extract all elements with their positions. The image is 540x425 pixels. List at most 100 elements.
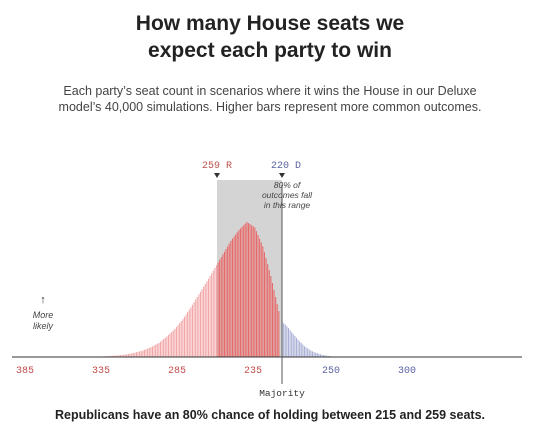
republican-bar [252, 226, 254, 357]
republican-bar [127, 353, 129, 357]
democrat-bar [313, 352, 315, 357]
range-note-line: outcomes fall [262, 190, 313, 200]
republican-bar [134, 352, 136, 357]
republican-bar [116, 355, 118, 357]
republican-bar [131, 353, 133, 357]
republican-bar [268, 270, 270, 357]
democrat-bar [318, 353, 320, 357]
republican-bar [235, 234, 237, 357]
republican-bar [236, 232, 238, 357]
republican-bar [260, 242, 262, 357]
republican-bar [163, 339, 165, 357]
republican-bar [198, 294, 200, 357]
republican-bar [199, 291, 201, 357]
range-note-line: in this range [264, 200, 311, 210]
republican-bar [142, 350, 144, 357]
democrat-bar [297, 339, 299, 357]
democrat-bar [321, 354, 323, 357]
republican-bar [111, 355, 113, 357]
range-low-marker [214, 173, 220, 178]
range-high-marker [279, 173, 285, 178]
republican-bar [211, 273, 213, 357]
republican-bar [214, 267, 216, 357]
x-tick-label: 335 [92, 366, 110, 377]
republican-bar [246, 222, 248, 357]
x-tick-label: 300 [398, 366, 416, 377]
republican-bar [243, 225, 245, 357]
democrat-bar [324, 355, 326, 357]
republican-bar [185, 314, 187, 357]
democrat-bar [323, 355, 325, 357]
more-likely-label-1: More [33, 310, 54, 320]
republican-bar [239, 228, 241, 357]
majority-label: Majority [259, 388, 305, 399]
democrat-bar [315, 352, 317, 357]
republican-bar [217, 262, 219, 357]
republican-bar [180, 321, 182, 357]
republican-bar [228, 243, 230, 357]
republican-bar [219, 259, 221, 357]
republican-bar [140, 350, 142, 357]
more-likely-arrow: ↑ [40, 294, 46, 306]
republican-bar [153, 345, 155, 357]
democrat-bar [310, 350, 312, 357]
republican-bar [267, 264, 269, 357]
republican-bar [251, 225, 253, 357]
republican-bar [164, 337, 166, 357]
republican-bar [203, 286, 205, 357]
republican-bar [193, 302, 195, 357]
republican-bar [220, 257, 222, 357]
republican-bar [191, 304, 193, 357]
democrat-bar [311, 351, 313, 357]
republican-bar [227, 246, 229, 357]
chart-title: How many House seats we expect each part… [0, 10, 540, 64]
republican-bar [230, 240, 232, 357]
chart-subtitle: Each party’s seat count in scenarios whe… [58, 84, 482, 114]
republican-bar [195, 299, 197, 357]
republican-bar [249, 224, 251, 357]
republican-bar [179, 323, 181, 357]
republican-bar [159, 341, 161, 357]
republican-bar [166, 336, 168, 357]
republican-bar [257, 234, 259, 357]
republican-bar [155, 344, 157, 357]
republican-bar [278, 311, 280, 357]
republican-bar [148, 347, 150, 357]
republican-bar [145, 349, 147, 357]
republican-bar [225, 249, 227, 357]
republican-bar [135, 352, 137, 357]
republican-bar [167, 334, 169, 357]
republican-bar [150, 347, 152, 357]
democrat-bar [303, 346, 305, 357]
republican-bar [169, 333, 171, 357]
republican-bar [265, 258, 267, 357]
democrat-bar [294, 335, 296, 357]
republican-bar [121, 354, 123, 357]
x-tick-label: 385 [16, 366, 34, 377]
democrat-bar [289, 330, 291, 357]
republican-bar [183, 316, 185, 357]
republican-bar [262, 246, 264, 357]
democrat-bar [326, 355, 328, 357]
republican-bar [271, 283, 273, 357]
republican-bar [259, 238, 261, 357]
democrat-bar [327, 355, 329, 357]
republican-bar [158, 342, 160, 357]
republican-bar [241, 226, 243, 357]
republican-bar [222, 254, 224, 357]
chart-footer: Republicans have an 80% chance of holdin… [54, 408, 485, 422]
title-line-1: How many House seats we [135, 12, 405, 35]
republican-bar [172, 330, 174, 357]
republican-bar [263, 252, 265, 357]
democrat-bar [308, 349, 310, 357]
x-tick-label: 250 [322, 366, 340, 377]
republican-bar [201, 289, 203, 357]
republican-bar [215, 265, 217, 357]
democrat-bar [284, 324, 286, 357]
republican-bar [161, 340, 163, 357]
republican-bar [124, 354, 126, 357]
republican-bar [275, 297, 277, 357]
republican-bar [209, 276, 211, 357]
republican-bar [188, 309, 190, 357]
republican-bar [171, 331, 173, 357]
